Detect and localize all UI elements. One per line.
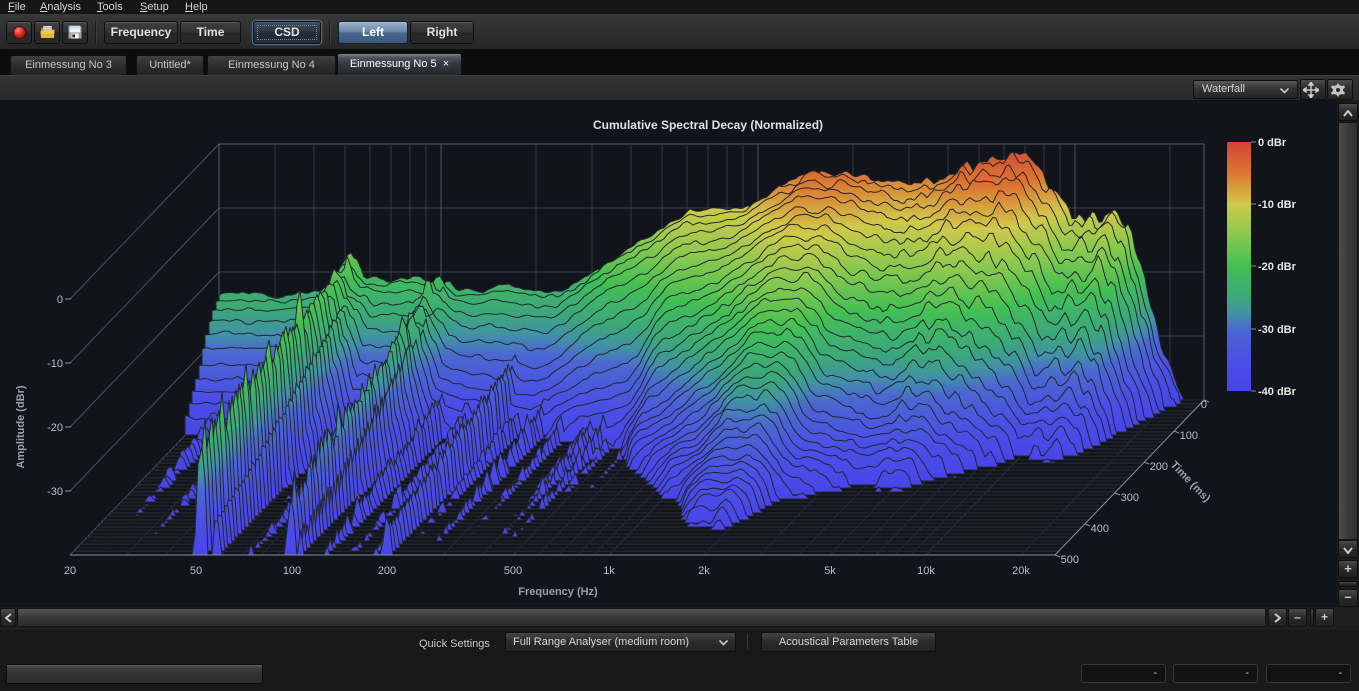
svg-text:500: 500 bbox=[1061, 554, 1079, 566]
svg-text:-10: -10 bbox=[47, 358, 63, 370]
svg-text:0 dBr: 0 dBr bbox=[1258, 137, 1287, 149]
svg-text:50: 50 bbox=[190, 565, 202, 577]
svg-text:1k: 1k bbox=[603, 565, 615, 577]
svg-text:-20: -20 bbox=[47, 422, 63, 434]
svg-text:-40 dBr: -40 dBr bbox=[1258, 386, 1297, 398]
svg-text:200: 200 bbox=[378, 565, 396, 577]
svg-text:100: 100 bbox=[283, 565, 301, 577]
svg-text:Amplitude (dBr): Amplitude (dBr) bbox=[15, 385, 27, 468]
svg-text:0: 0 bbox=[57, 294, 63, 306]
svg-text:500: 500 bbox=[504, 565, 522, 577]
svg-text:Cumulative Spectral Decay (Nor: Cumulative Spectral Decay (Normalized) bbox=[593, 118, 823, 132]
svg-text:100: 100 bbox=[1180, 430, 1198, 442]
svg-text:-20 dBr: -20 dBr bbox=[1258, 261, 1297, 273]
svg-text:20: 20 bbox=[64, 565, 76, 577]
svg-text:10k: 10k bbox=[917, 565, 935, 577]
svg-text:-30 dBr: -30 dBr bbox=[1258, 324, 1297, 336]
svg-text:0: 0 bbox=[1201, 399, 1207, 411]
svg-text:20k: 20k bbox=[1012, 565, 1030, 577]
svg-text:Frequency (Hz): Frequency (Hz) bbox=[518, 586, 598, 598]
svg-text:Time (ms): Time (ms) bbox=[1168, 459, 1213, 505]
svg-text:-30: -30 bbox=[47, 486, 63, 498]
svg-text:2k: 2k bbox=[698, 565, 710, 577]
svg-text:-10 dBr: -10 dBr bbox=[1258, 199, 1297, 211]
svg-text:300: 300 bbox=[1121, 492, 1139, 504]
svg-text:200: 200 bbox=[1150, 461, 1168, 473]
svg-text:400: 400 bbox=[1091, 523, 1109, 535]
svg-text:5k: 5k bbox=[824, 565, 836, 577]
